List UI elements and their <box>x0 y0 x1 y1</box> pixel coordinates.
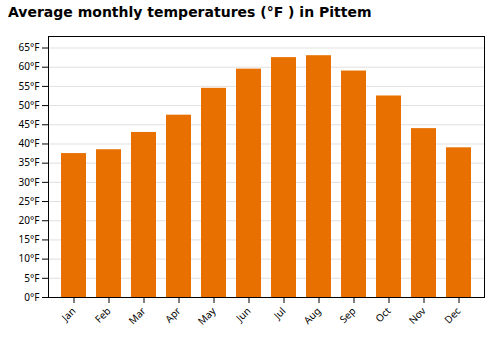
svg-text:50°F: 50°F <box>19 98 40 112</box>
svg-text:Apr: Apr <box>162 304 184 326</box>
svg-text:5°F: 5°F <box>24 271 39 285</box>
svg-text:15°F: 15°F <box>19 232 40 246</box>
svg-text:May: May <box>194 303 219 328</box>
svg-text:35°F: 35°F <box>19 155 40 169</box>
svg-text:Jun: Jun <box>232 304 253 325</box>
svg-text:45°F: 45°F <box>19 117 40 131</box>
svg-text:40°F: 40°F <box>19 136 40 150</box>
svg-text:55°F: 55°F <box>19 79 40 93</box>
svg-text:Nov: Nov <box>405 303 429 327</box>
svg-text:Feb: Feb <box>91 304 113 326</box>
html-text:Average monthly temperatures (: Average monthly temperatures (°F ) in Pi… <box>8 4 372 20</box>
svg-text:Dec: Dec <box>441 304 464 327</box>
svg-text:Jul: Jul <box>270 304 289 323</box>
svg-text:25°F: 25°F <box>19 194 40 208</box>
svg-text:Oct: Oct <box>372 304 394 326</box>
svg-text:20°F: 20°F <box>19 213 40 227</box>
svg-text:65°F: 65°F <box>19 40 40 54</box>
svg-text:10°F: 10°F <box>19 251 40 265</box>
svg-text:Mar: Mar <box>125 304 148 327</box>
svg-text:0°F: 0°F <box>24 290 39 304</box>
svg-text:30°F: 30°F <box>19 175 40 189</box>
svg-text:Sep: Sep <box>336 304 358 326</box>
svg-text:60°F: 60°F <box>19 59 40 73</box>
svg-text:Jan: Jan <box>58 304 79 325</box>
svg-text:Aug: Aug <box>300 304 323 327</box>
